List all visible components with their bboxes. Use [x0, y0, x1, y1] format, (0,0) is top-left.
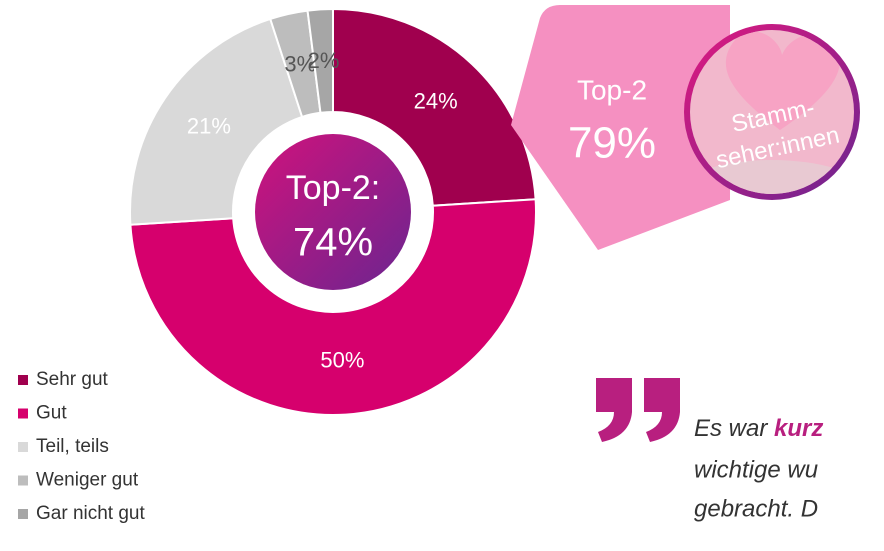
- legend: Sehr gut Gut Teil, teils Weniger gut Gar nic…: [18, 369, 145, 524]
- legend-text: Sehr gut: [36, 369, 109, 390]
- legend-text: Weniger gut: [36, 470, 139, 491]
- quote-text: Es war: [694, 415, 774, 442]
- data-label: 21%: [187, 113, 231, 138]
- legend-text: Teil, teils: [36, 436, 109, 457]
- page: 24%50%21%3%2% Top-2: 74% Top-2 79% Stamm…: [0, 0, 884, 551]
- data-label: 24%: [414, 88, 458, 113]
- quote-line: gebracht. D: [694, 495, 818, 522]
- quote-mark: [596, 378, 632, 442]
- legend-text: Gar nicht gut: [36, 503, 145, 524]
- legend-swatch: [18, 476, 28, 486]
- quote-emphasis: kurz: [774, 415, 823, 442]
- callout-value: 79%: [568, 119, 656, 168]
- center-label: Top-2:: [286, 169, 381, 207]
- center-circle: [255, 134, 411, 290]
- quote-mark: [644, 378, 680, 442]
- quote-line: wichtige wu: [694, 456, 818, 483]
- center-value: 74%: [293, 221, 373, 265]
- quote-line: Es war kurz: [694, 415, 823, 442]
- legend-swatch: [18, 375, 28, 385]
- callout-title: Top-2: [577, 74, 647, 105]
- data-label: 2%: [308, 48, 340, 73]
- data-label: 50%: [320, 348, 364, 373]
- legend-swatch: [18, 409, 28, 419]
- legend-swatch: [18, 509, 28, 519]
- legend-text: Gut: [36, 403, 67, 424]
- legend-swatch: [18, 442, 28, 452]
